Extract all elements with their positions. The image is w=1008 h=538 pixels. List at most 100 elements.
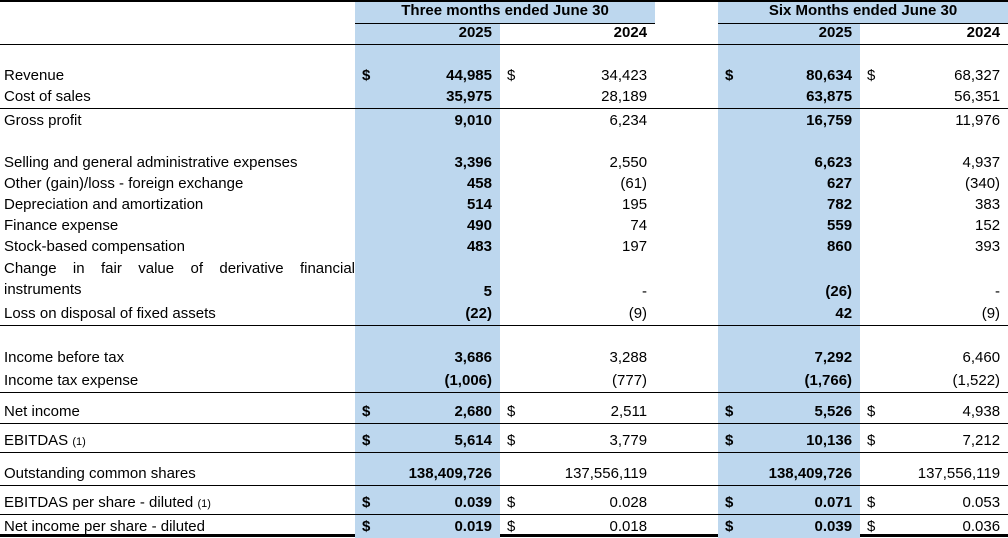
dollar-sign: $	[355, 485, 377, 515]
dollar-sign	[355, 87, 377, 109]
value-6m-2024: 4,938	[882, 392, 1008, 424]
dollar-sign	[718, 237, 740, 258]
value-6m-2025: 138,409,726	[740, 452, 861, 486]
value-3m-2024: 3,779	[522, 423, 656, 453]
dollar-sign	[718, 216, 740, 237]
value-6m-2025: (26)	[825, 282, 853, 300]
dollar-sign: $	[718, 485, 741, 515]
row-ebitdas: EBITDAS (1) $ 5,614 $ 3,779 $ 10,136 $ 7…	[0, 423, 1008, 453]
row-label: Cost of sales	[4, 88, 91, 105]
year-6m-2025-header: 2025	[740, 23, 861, 45]
value-6m-2024: 152	[975, 216, 1001, 234]
row-label: Revenue	[4, 66, 65, 84]
value-3m-2024: 6,234	[522, 108, 656, 132]
dollar-sign	[500, 174, 522, 195]
dollar-sign	[860, 216, 882, 237]
value-6m-2025: 80,634	[806, 66, 853, 84]
spacer-row	[0, 45, 1008, 65]
value-3m-2024: 28,189	[601, 88, 648, 105]
row-label: Net income	[0, 392, 355, 424]
dollar-sign	[355, 237, 377, 258]
dollar-sign	[860, 87, 882, 109]
dollar-sign	[718, 87, 740, 109]
row-label-text: EBITDAS per share - diluted	[4, 494, 194, 511]
value-3m-2025: 483	[466, 237, 492, 255]
dollar-sign	[860, 368, 883, 393]
dollar-sign: $	[355, 392, 377, 424]
dollar-sign	[355, 108, 377, 132]
dollar-sign	[500, 216, 522, 237]
row-outstanding-common-shares: Outstanding common shares 138,409,726 13…	[0, 452, 1008, 486]
value-3m-2024: 74	[630, 216, 648, 234]
value-6m-2025: 782	[827, 195, 853, 213]
value-6m-2024: 137,556,119	[882, 452, 1008, 486]
value-3m-2024: 2,550	[609, 153, 648, 171]
row-finance-expense: Finance expense 490 74 559 152	[0, 216, 1008, 237]
value-6m-2025: 0.039	[814, 517, 853, 535]
dollar-sign	[860, 174, 882, 195]
gap-cell	[655, 2, 718, 24]
dollar-sign: $	[507, 517, 516, 535]
dollar-sign	[500, 87, 522, 109]
row-label: Income tax expense	[0, 368, 355, 393]
gap-cell	[655, 65, 718, 87]
dollar-sign: $	[500, 423, 522, 453]
dollar-sign	[500, 452, 522, 486]
row-net-income-per-share-diluted: Net income per share - diluted $ 0.019 $…	[0, 515, 1008, 538]
dollar-sign	[718, 108, 741, 132]
dollar-sign: $	[860, 485, 883, 515]
dollar-sign	[355, 452, 377, 486]
dollar-sign: $	[867, 517, 876, 535]
value-6m-2024: 56,351	[954, 88, 1001, 105]
value-6m-2025: 5,526	[740, 392, 861, 424]
value-3m-2025: 2,680	[377, 392, 500, 424]
period-header-row: Three months ended June 30 Six Months en…	[0, 2, 1008, 24]
dollar-sign: $	[718, 392, 741, 424]
value-6m-2024: (1,522)	[882, 368, 1008, 393]
value-3m-2025: 3,686	[454, 348, 492, 366]
year-6m-2024-header: 2024	[882, 23, 1008, 45]
gap-cell	[655, 392, 719, 424]
row-label: EBITDAS per share - diluted (1)	[0, 485, 355, 515]
dollar-sign	[500, 237, 522, 258]
six-months-header: Six Months ended June 30	[718, 2, 1008, 24]
gap-cell	[655, 153, 718, 174]
dollar-sign: $	[860, 423, 883, 453]
dollar-sign	[718, 368, 741, 393]
value-3m-2024: (61)	[620, 174, 648, 192]
dollar-sign	[860, 452, 883, 486]
value-3m-2025: 514	[466, 195, 492, 213]
value-3m-2024: 137,556,119	[522, 452, 656, 486]
value-6m-2025: 6,623	[814, 153, 853, 171]
value-3m-2024: 2,511	[522, 392, 656, 424]
dollar-sign	[500, 347, 522, 369]
dollar-sign: $	[718, 423, 741, 453]
value-3m-2025: 0.019	[454, 517, 492, 535]
dollar-sign	[718, 153, 740, 174]
value-6m-2024: 68,327	[954, 66, 1001, 84]
value-6m-2025: 7,292	[814, 348, 853, 366]
value-3m-2025: 458	[466, 174, 492, 192]
value-6m-2024: 0.053	[882, 485, 1008, 515]
dollar-sign	[718, 258, 740, 303]
dollar-sign: $	[860, 392, 883, 424]
row-other-gain-loss-fx: Other (gain)/loss - foreign exchange 458…	[0, 174, 1008, 195]
value-6m-2025: 63,875	[806, 88, 853, 105]
row-gross-profit: Gross profit 9,010 6,234 16,759 11,976	[0, 108, 1008, 132]
dollar-sign	[500, 368, 522, 393]
value-3m-2024: (777)	[522, 368, 656, 393]
row-cost-of-sales: Cost of sales 35,975 28,189 63,875 56,35…	[0, 87, 1008, 109]
gap-cell	[655, 174, 718, 195]
value-3m-2024: (9)	[522, 302, 656, 326]
value-3m-2025: 5,614	[377, 423, 500, 453]
row-label: Gross profit	[0, 108, 355, 132]
value-6m-2025: 860	[827, 237, 853, 255]
value-3m-2025: (1,006)	[377, 368, 500, 393]
value-3m-2025: 9,010	[377, 108, 500, 132]
row-revenue: Revenue $ 44,985 $ 34,423 $ 80,634 $ 68,…	[0, 65, 1008, 87]
row-label: Selling and general administrative expen…	[4, 153, 298, 171]
value-6m-2024: 7,212	[882, 423, 1008, 453]
value-3m-2025: (22)	[377, 302, 500, 326]
